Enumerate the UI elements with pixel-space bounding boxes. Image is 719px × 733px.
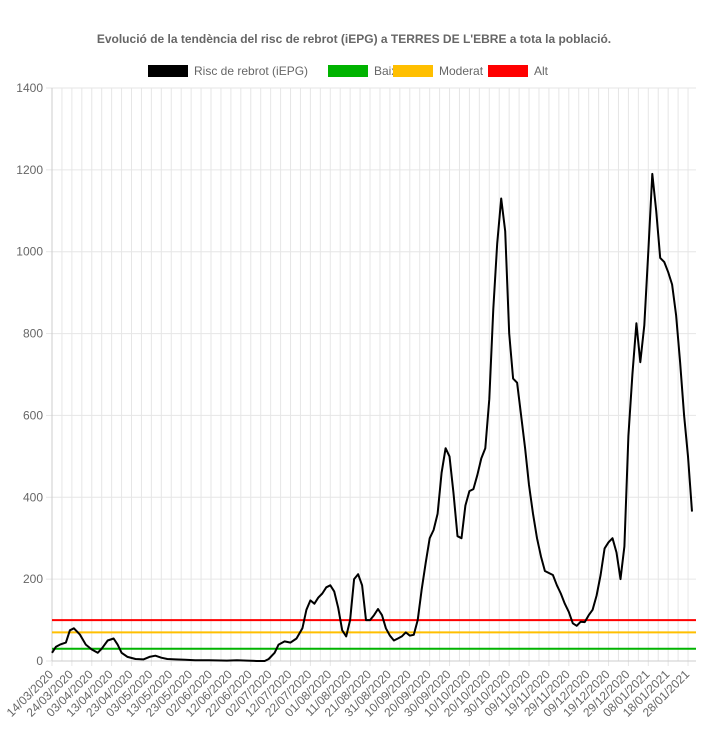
threshold-lines bbox=[52, 619, 696, 650]
y-axis: 0 200 400 600 800 1000 1200 1400 bbox=[16, 81, 43, 668]
chart-title: Evolució de la tendència del risc de reb… bbox=[97, 32, 611, 46]
legend-swatch bbox=[328, 65, 368, 77]
legend: Risc de rebrot (iEPG) Baix Moderat Alt bbox=[148, 64, 549, 78]
y-tick-label: 0 bbox=[36, 654, 43, 668]
y-tick-label: 1200 bbox=[16, 163, 43, 177]
series-line-iepg bbox=[51, 172, 693, 662]
legend-label: Moderat bbox=[439, 64, 484, 78]
y-tick-label: 800 bbox=[23, 327, 43, 341]
y-tick-label: 600 bbox=[23, 408, 43, 422]
legend-label: Baix bbox=[374, 64, 397, 78]
y-tick-label: 200 bbox=[23, 572, 43, 586]
x-axis: 14/03/202024/03/202003/04/202013/04/2020… bbox=[4, 667, 693, 720]
y-tick-label: 1400 bbox=[16, 81, 43, 95]
grid bbox=[46, 87, 696, 666]
legend-swatch bbox=[488, 65, 528, 77]
legend-swatch bbox=[393, 65, 433, 77]
y-tick-label: 400 bbox=[23, 490, 43, 504]
legend-swatch bbox=[148, 65, 188, 77]
series-layer bbox=[51, 172, 693, 662]
legend-label: Alt bbox=[534, 64, 549, 78]
legend-label: Risc de rebrot (iEPG) bbox=[194, 64, 308, 78]
y-tick-label: 1000 bbox=[16, 245, 43, 259]
